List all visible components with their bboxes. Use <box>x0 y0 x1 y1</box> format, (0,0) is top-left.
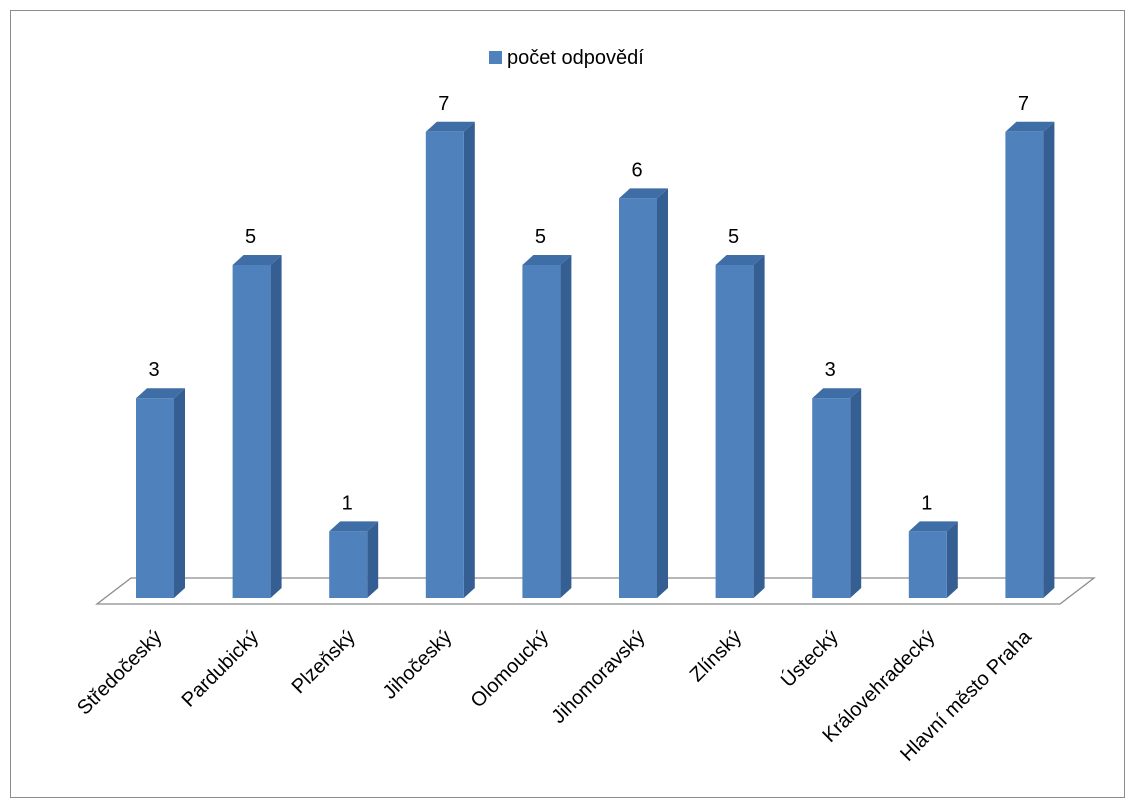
data-label-4: 7 <box>438 93 449 115</box>
bar-7 <box>715 255 765 598</box>
data-label-2: 5 <box>245 226 256 248</box>
data-label-3: 1 <box>342 492 353 514</box>
bar-side <box>850 388 862 598</box>
bar-top <box>812 388 862 399</box>
category-label-4: Jihočeský <box>379 626 457 704</box>
bar-top <box>425 121 475 132</box>
bar-side <box>1043 121 1055 599</box>
bar-side <box>174 388 185 598</box>
data-label-6: 6 <box>631 159 642 181</box>
bar-front <box>1005 131 1044 599</box>
bar-front <box>522 265 561 598</box>
bar-front <box>329 531 368 598</box>
category-label-3: Plzeňský <box>288 626 360 698</box>
bar-front <box>812 398 851 598</box>
bar-1 <box>136 388 185 598</box>
bars <box>136 121 1055 599</box>
category-label-7: Zlínský <box>686 626 746 686</box>
category-axis-labels: Středočeský Pardubický Plzeňský Jihočeský Ol… <box>73 625 1036 765</box>
category-label-1: Středočeský <box>73 626 166 719</box>
bar-side <box>367 521 379 598</box>
data-label-1: 3 <box>148 359 159 381</box>
legend: počet odpovědí <box>489 47 644 69</box>
bar-side <box>560 255 572 598</box>
bar-front <box>619 198 657 598</box>
data-label-9: 1 <box>921 492 932 514</box>
bar-front <box>136 398 174 598</box>
category-label-5: Olomoucký <box>467 626 553 712</box>
bar-6 <box>619 188 668 598</box>
bar-2 <box>232 255 282 598</box>
data-label-7: 5 <box>728 226 739 248</box>
category-label-8: Ústecký <box>776 625 843 692</box>
bar-top <box>522 255 572 265</box>
legend-label: počet odpovědí <box>507 47 644 69</box>
bar-top <box>329 521 379 532</box>
bar-side <box>463 121 475 599</box>
bar-top <box>908 521 958 532</box>
bar-top <box>136 388 185 399</box>
bar-9 <box>908 521 958 598</box>
bar-10 <box>1005 121 1055 599</box>
bar-front <box>908 531 947 598</box>
bar-5 <box>522 255 572 598</box>
category-label-6: Jihomoravský <box>548 626 650 728</box>
data-label-10: 7 <box>1018 93 1029 115</box>
bar-side <box>657 188 668 598</box>
bar-8 <box>812 388 862 598</box>
bar-front <box>232 265 271 598</box>
bar-4 <box>425 121 475 599</box>
bar-front <box>715 265 754 598</box>
bar-top <box>1005 121 1055 132</box>
bar-front <box>425 131 464 599</box>
bar-top <box>232 255 282 265</box>
bar-side <box>946 521 958 598</box>
bar-side <box>270 255 282 598</box>
legend-swatch <box>489 51 502 64</box>
bar-3 <box>329 521 379 598</box>
data-label-8: 3 <box>825 359 836 381</box>
bar-top <box>715 255 765 265</box>
bar-side <box>753 255 765 598</box>
bar-top <box>619 188 668 199</box>
category-label-2: Pardubický <box>178 626 264 712</box>
data-labels: 3 5 1 7 5 6 5 3 1 7 <box>148 93 1029 515</box>
data-label-5: 5 <box>535 226 546 248</box>
